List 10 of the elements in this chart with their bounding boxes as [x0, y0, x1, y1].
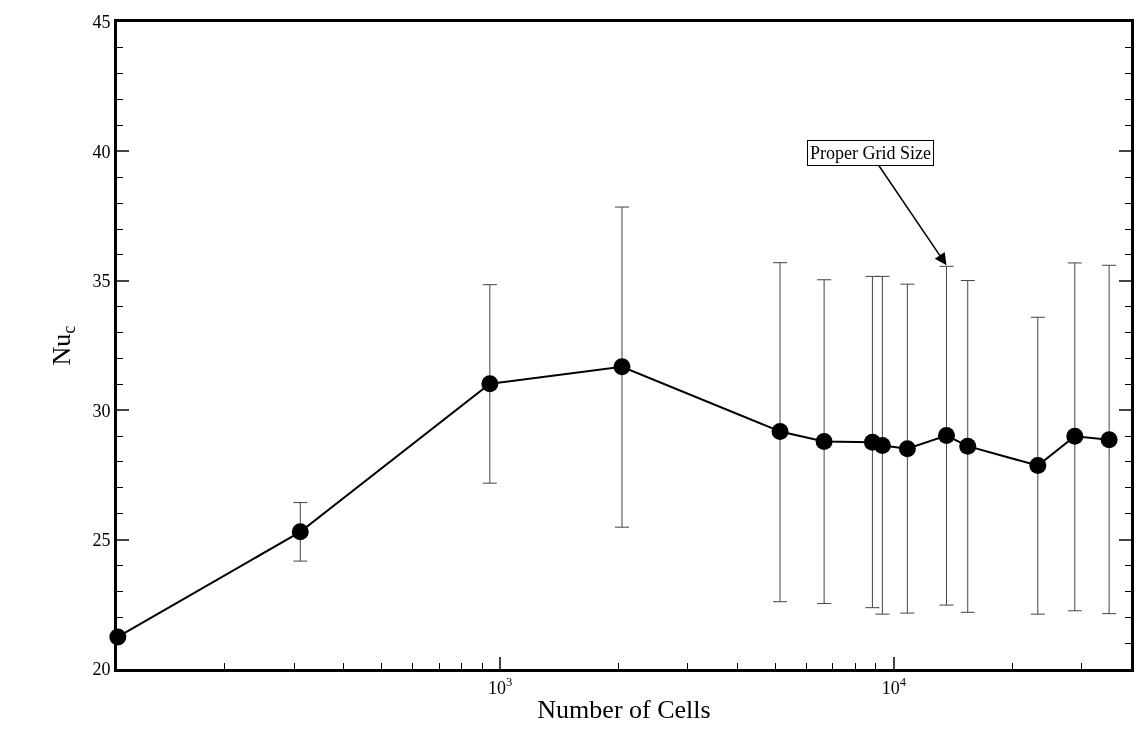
x-tick-label: 10$^{4}$: [881, 675, 907, 698]
x-tick-label: 10$^{3}$: [487, 675, 513, 698]
y-tick-label: 20: [92, 659, 111, 680]
y-tick-label: 30: [92, 400, 111, 421]
annotation: Proper Grid Size: [810, 143, 931, 163]
y-tick-label: 35: [92, 271, 111, 292]
y-tick-label: 25: [92, 529, 111, 550]
x-axis-title: Number of Cells: [537, 695, 711, 725]
y-tick-label: 40: [92, 141, 111, 162]
y-tick-label: 45: [92, 12, 111, 33]
